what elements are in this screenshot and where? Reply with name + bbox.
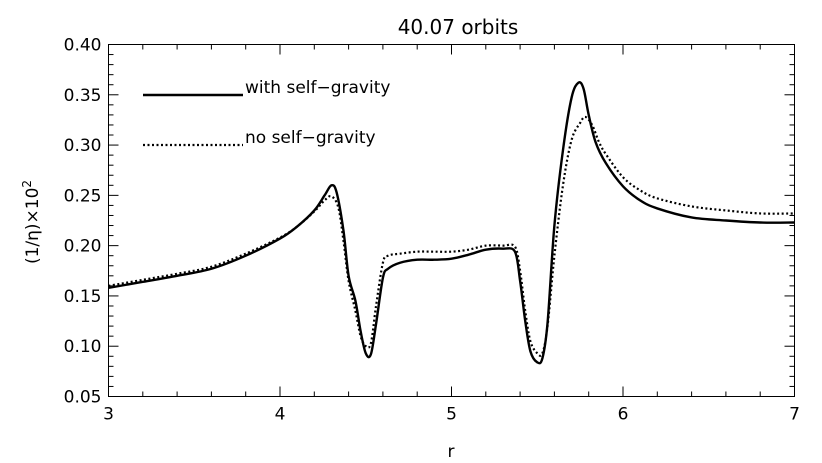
legend: with self−gravity no self−gravity <box>143 78 390 148</box>
x-tick-label: 7 <box>789 405 800 425</box>
y-tick-label: 0.15 <box>64 287 102 307</box>
y-axis-label-exponent: 2 <box>20 180 34 188</box>
y-axis-label-main: (1/η)×10 <box>23 188 43 264</box>
x-tick-label: 3 <box>103 405 114 425</box>
y-tick-label: 0.40 <box>64 36 102 56</box>
x-tick-label: 5 <box>446 405 457 425</box>
series-line-with-self-gravity <box>108 81 795 365</box>
series-line-no-self-gravity <box>108 115 795 357</box>
series-layer <box>108 81 795 365</box>
y-tick-label: 0.20 <box>64 237 102 257</box>
y-axis-label: (1/η)×102 <box>20 180 43 264</box>
axis-ticks: 3 4 5 6 7 0.05 0.10 0.15 0.20 0.25 0.30 0.35 0.40 <box>64 36 800 425</box>
chart-title: 40.07 orbits <box>398 15 519 39</box>
plot-frame <box>108 44 795 397</box>
y-tick-label: 0.25 <box>64 186 102 206</box>
x-tick-label: 4 <box>275 405 286 425</box>
legend-label: no self−gravity <box>245 128 376 148</box>
y-tick-label: 0.05 <box>64 388 102 408</box>
y-tick-label: 0.10 <box>64 337 102 357</box>
legend-label: with self−gravity <box>245 78 390 98</box>
x-axis-label: r <box>448 442 455 462</box>
x-tick-label: 6 <box>618 405 629 425</box>
y-tick-label: 0.30 <box>64 136 102 156</box>
y-tick-label: 0.35 <box>64 86 102 106</box>
